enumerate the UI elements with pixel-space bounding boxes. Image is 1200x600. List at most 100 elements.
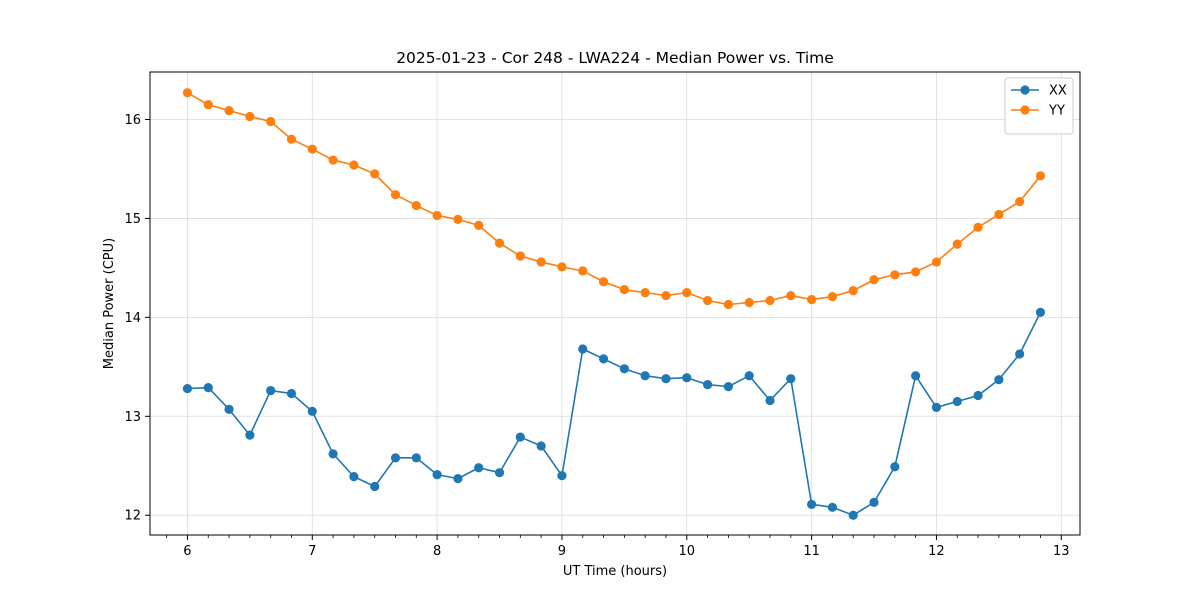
legend-label-yy: YY [1048,104,1065,119]
plot-frame [149,71,1081,536]
data-point-xx [640,371,650,381]
data-point-yy [911,267,921,277]
y-tick-label: 16 [124,113,141,128]
data-point-yy [1035,171,1046,181]
data-point-yy [453,214,463,225]
chart-title: 2025-01-23 - Cor 248 - LWA224 - Median P… [396,49,834,67]
data-point-xx [661,374,671,384]
data-point-xx [952,396,962,407]
data-point-yy [786,290,796,301]
x-tick-label: 9 [558,544,566,559]
data-point-yy [702,295,713,306]
data-point-yy [682,288,692,298]
data-point-xx [890,462,900,472]
data-point-yy [349,160,359,170]
data-point-yy [390,190,401,200]
data-point-yy [578,266,588,276]
data-point-yy [890,270,900,280]
data-point-yy [307,144,317,154]
data-point-xx [848,510,858,520]
data-point-xx [598,354,609,364]
data-point-xx [182,383,193,394]
data-point-yy [328,155,338,165]
data-point-xx [619,364,629,374]
data-point-yy [224,105,234,116]
data-point-xx [723,382,733,392]
data-point-yy [203,100,213,110]
x-tick-label: 12 [928,544,945,559]
x-axis-label: UT Time (hours) [563,564,667,579]
x-tick-label: 13 [1053,544,1070,559]
data-point-xx [474,463,484,473]
data-point-yy [744,297,754,308]
data-point-yy [494,238,505,248]
data-point-yy [994,209,1004,220]
data-point-yy [557,262,567,272]
data-point-yy [807,294,817,305]
legend-label-xx: XX [1049,84,1067,99]
data-point-xx [744,371,754,381]
data-point-yy [827,291,838,302]
x-tick-label: 6 [183,544,191,559]
data-point-yy [474,220,484,230]
data-point-xx [203,382,213,393]
x-tick-label: 7 [308,544,316,559]
legend-marker-yy [1020,105,1030,115]
data-point-yy [432,210,442,221]
data-point-xx [994,375,1004,385]
data-point-xx [557,471,567,481]
data-point-xx [307,406,317,416]
data-point-yy [848,286,858,296]
data-point-yy [411,200,421,211]
data-point-xx [224,404,234,414]
data-point-xx [1035,307,1046,318]
data-point-xx [266,385,276,396]
data-point-xx [578,344,588,354]
series-xx [182,307,1046,520]
data-point-yy [931,257,942,267]
y-tick-label: 15 [124,212,141,227]
data-point-yy [661,290,671,301]
y-tick-label: 12 [124,509,141,524]
legend-marker-xx [1020,85,1030,95]
data-point-yy [952,239,962,249]
data-point-yy [640,288,650,298]
plot-series [182,88,1046,520]
data-point-yy [536,257,546,267]
data-point-yy [182,88,193,98]
data-point-xx [411,453,421,463]
data-point-yy [266,116,276,127]
data-point-yy [723,299,733,310]
data-point-xx [432,470,442,480]
data-point-xx [973,390,983,401]
data-point-yy [370,169,380,179]
data-point-xx [765,395,775,406]
data-point-xx [390,453,401,463]
data-point-yy [869,275,879,285]
data-point-xx [931,402,942,412]
y-tick-label: 14 [124,311,141,326]
data-point-xx [702,380,713,390]
data-point-xx [536,441,546,451]
data-point-xx [515,432,525,442]
data-point-xx [370,481,380,492]
series-line-xx [187,312,1042,517]
data-point-xx [286,388,297,399]
grid-lines [150,72,1080,535]
data-point-xx [1015,349,1025,359]
data-point-xx [869,497,879,507]
data-point-yy [619,285,629,295]
data-point-xx [328,449,338,459]
x-tick-label: 11 [803,544,820,559]
x-tick-label: 8 [433,544,441,559]
y-axis-label: Median Power (CPU) [102,238,117,369]
y-tick-label: 13 [124,410,141,425]
data-point-xx [786,374,796,384]
data-point-yy [973,222,983,232]
data-point-xx [245,430,255,440]
chart-legend: XX YY [1004,77,1074,135]
data-point-xx [807,499,817,509]
data-point-yy [598,277,609,287]
axis-ticks: 6 7 8 9 10 11 12 13 12 13 14 15 16 [124,113,1069,559]
